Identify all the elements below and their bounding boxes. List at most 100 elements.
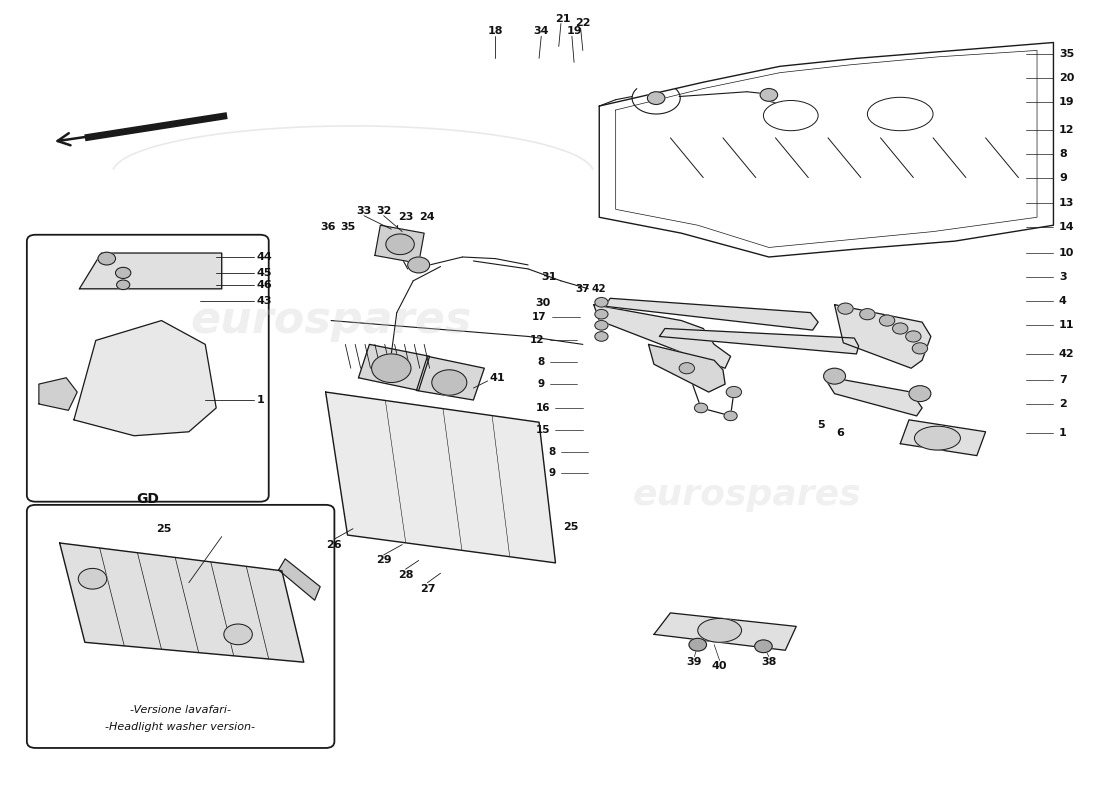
Circle shape — [432, 370, 466, 395]
Text: 20: 20 — [1059, 74, 1075, 83]
Text: 38: 38 — [761, 657, 777, 667]
Text: 1: 1 — [256, 395, 264, 405]
Text: 6: 6 — [836, 428, 844, 438]
Circle shape — [760, 89, 778, 102]
Polygon shape — [278, 559, 320, 600]
Circle shape — [116, 267, 131, 278]
Polygon shape — [605, 298, 818, 330]
Circle shape — [724, 411, 737, 421]
Text: 24: 24 — [419, 212, 436, 222]
Text: 8: 8 — [1059, 149, 1067, 158]
Circle shape — [879, 315, 894, 326]
Polygon shape — [39, 378, 77, 410]
Text: 12: 12 — [530, 335, 544, 346]
Ellipse shape — [914, 426, 960, 450]
Text: 34: 34 — [534, 26, 549, 35]
Text: 37: 37 — [575, 284, 590, 294]
Text: 22: 22 — [575, 18, 591, 28]
Polygon shape — [375, 226, 425, 263]
Text: 2: 2 — [1059, 399, 1067, 409]
Polygon shape — [824, 376, 922, 416]
Text: 46: 46 — [256, 280, 273, 290]
Text: 28: 28 — [398, 570, 414, 580]
Text: 29: 29 — [376, 555, 392, 566]
Circle shape — [595, 298, 608, 307]
Polygon shape — [594, 305, 730, 368]
Text: eurospares: eurospares — [190, 299, 472, 342]
Circle shape — [726, 386, 741, 398]
Text: -Headlight washer version-: -Headlight washer version- — [106, 722, 255, 732]
Text: 41: 41 — [490, 373, 505, 382]
Text: -Versione lavafari-: -Versione lavafari- — [130, 705, 231, 715]
Circle shape — [824, 368, 846, 384]
Text: 19: 19 — [1059, 97, 1075, 107]
Text: 10: 10 — [1059, 248, 1075, 258]
Polygon shape — [649, 344, 725, 392]
Text: 35: 35 — [340, 222, 355, 232]
Polygon shape — [835, 305, 931, 368]
Ellipse shape — [868, 98, 933, 130]
Circle shape — [689, 638, 706, 651]
Polygon shape — [900, 420, 986, 456]
Text: GD: GD — [135, 492, 158, 506]
Text: 44: 44 — [256, 252, 273, 262]
Text: 8: 8 — [548, 446, 556, 457]
Circle shape — [595, 321, 608, 330]
Ellipse shape — [763, 101, 818, 130]
Text: 18: 18 — [487, 26, 503, 35]
Ellipse shape — [697, 618, 741, 642]
Polygon shape — [417, 356, 484, 400]
Text: 13: 13 — [1059, 198, 1075, 208]
Circle shape — [648, 92, 664, 105]
Polygon shape — [654, 613, 796, 650]
Text: 12: 12 — [1059, 125, 1075, 135]
Polygon shape — [59, 543, 304, 662]
Circle shape — [838, 303, 854, 314]
Text: 30: 30 — [536, 298, 551, 308]
Circle shape — [679, 362, 694, 374]
Text: 35: 35 — [1059, 50, 1075, 59]
Text: 4: 4 — [1059, 296, 1067, 306]
Circle shape — [386, 234, 415, 254]
Polygon shape — [74, 321, 217, 436]
Circle shape — [860, 309, 876, 320]
Text: 40: 40 — [712, 661, 727, 671]
Text: 9: 9 — [548, 468, 556, 478]
Text: 26: 26 — [327, 539, 342, 550]
Text: 42: 42 — [1059, 349, 1075, 359]
Circle shape — [595, 332, 608, 342]
Text: 3: 3 — [1059, 272, 1067, 282]
Text: 43: 43 — [256, 296, 272, 306]
Text: eurospares: eurospares — [632, 478, 861, 512]
Circle shape — [595, 310, 608, 319]
Text: 23: 23 — [398, 212, 414, 222]
Text: 25: 25 — [156, 524, 172, 534]
Circle shape — [78, 569, 107, 589]
Text: 9: 9 — [1059, 173, 1067, 182]
Text: 32: 32 — [376, 206, 392, 216]
Circle shape — [892, 323, 907, 334]
Circle shape — [224, 624, 252, 645]
Circle shape — [117, 280, 130, 290]
Text: 17: 17 — [532, 311, 547, 322]
Text: 31: 31 — [541, 272, 557, 282]
Circle shape — [755, 640, 772, 653]
Circle shape — [912, 342, 927, 354]
Text: 25: 25 — [563, 522, 579, 532]
Text: 21: 21 — [556, 14, 571, 24]
Text: 14: 14 — [1059, 222, 1075, 232]
Polygon shape — [359, 344, 430, 390]
Polygon shape — [659, 329, 859, 354]
Text: 36: 36 — [320, 222, 336, 232]
Polygon shape — [326, 392, 556, 563]
Text: 39: 39 — [686, 657, 702, 667]
Circle shape — [408, 257, 430, 273]
Circle shape — [372, 354, 411, 382]
Text: 42: 42 — [592, 284, 606, 294]
Text: 1: 1 — [1059, 428, 1067, 438]
Text: 16: 16 — [536, 403, 550, 413]
Text: 9: 9 — [538, 379, 544, 389]
Text: 15: 15 — [536, 425, 550, 435]
Circle shape — [694, 403, 707, 413]
Polygon shape — [79, 253, 222, 289]
